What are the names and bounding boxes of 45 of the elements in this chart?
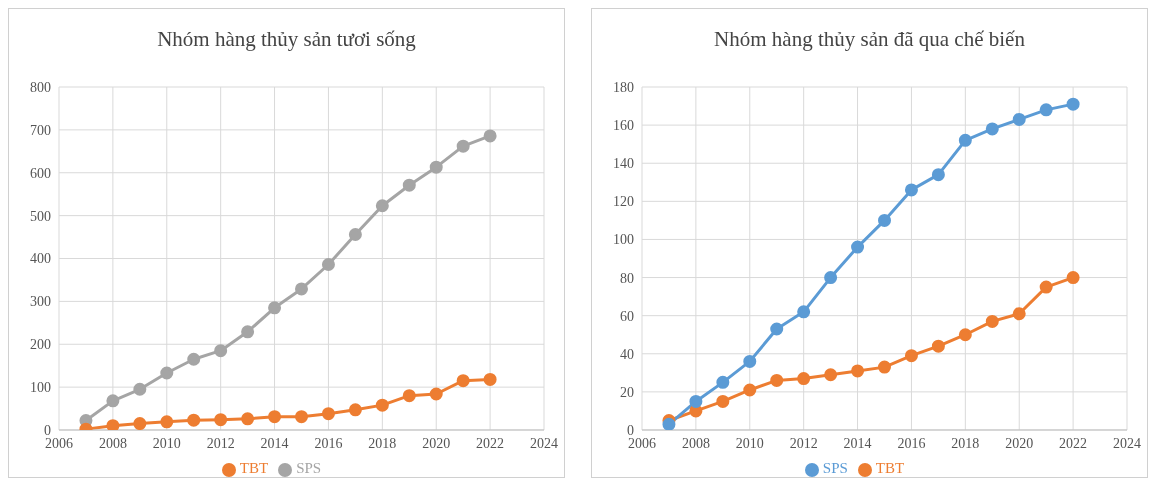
y-tick-label: 600 bbox=[30, 165, 51, 181]
legend-label: SPS bbox=[296, 460, 322, 476]
x-tick-label: 2006 bbox=[628, 435, 656, 451]
chart-title: Nhóm hàng thủy sản đã qua chế biến bbox=[713, 26, 1026, 53]
y-tick-label: 100 bbox=[613, 232, 634, 248]
x-tick-label: 2008 bbox=[98, 435, 127, 451]
x-tick-label: 2010 bbox=[152, 435, 181, 451]
x-tick-label: 2022 bbox=[1059, 435, 1088, 451]
legend-label: TBT bbox=[239, 460, 269, 476]
x-tick-label: 2016 bbox=[314, 435, 343, 451]
x-tick-label: 2018 bbox=[951, 435, 980, 451]
y-tick-label: 40 bbox=[620, 346, 634, 362]
y-tick-label: 700 bbox=[30, 122, 51, 138]
chart-title: Nhóm hàng thủy sản tươi sống bbox=[156, 26, 417, 53]
x-tick-label: 2018 bbox=[368, 435, 397, 451]
x-tick-label: 2012 bbox=[206, 435, 235, 451]
y-tick-label: 0 bbox=[44, 422, 51, 438]
legend-label: TBT bbox=[875, 460, 905, 476]
x-tick-label: 2010 bbox=[735, 435, 764, 451]
x-tick-label: 2022 bbox=[476, 435, 505, 451]
y-tick-label: 140 bbox=[613, 156, 634, 172]
y-tick-label: 160 bbox=[613, 118, 634, 134]
x-tick-label: 2024 bbox=[530, 435, 558, 451]
y-tick-label: 60 bbox=[620, 308, 634, 324]
y-tick-label: 800 bbox=[30, 79, 51, 95]
y-tick-label: 500 bbox=[30, 208, 51, 224]
y-tick-label: 20 bbox=[620, 384, 634, 400]
y-tick-label: 100 bbox=[30, 380, 51, 396]
y-tick-label: 80 bbox=[620, 270, 634, 286]
y-tick-label: 400 bbox=[30, 251, 51, 267]
y-tick-label: 0 bbox=[627, 422, 634, 438]
x-tick-label: 2020 bbox=[1005, 435, 1034, 451]
x-tick-label: 2014 bbox=[260, 435, 289, 451]
x-tick-label: 2014 bbox=[843, 435, 872, 451]
x-tick-label: 2012 bbox=[789, 435, 818, 451]
y-tick-label: 120 bbox=[613, 194, 634, 210]
x-tick-label: 2020 bbox=[422, 435, 451, 451]
y-tick-label: 180 bbox=[613, 79, 634, 95]
y-tick-label: 300 bbox=[30, 294, 51, 310]
y-tick-label: 200 bbox=[30, 337, 51, 353]
x-tick-label: 2008 bbox=[681, 435, 710, 451]
x-tick-label: 2016 bbox=[897, 435, 926, 451]
legend-label: SPS bbox=[822, 460, 848, 476]
x-tick-label: 2006 bbox=[45, 435, 73, 451]
x-tick-label: 2024 bbox=[1113, 435, 1141, 451]
